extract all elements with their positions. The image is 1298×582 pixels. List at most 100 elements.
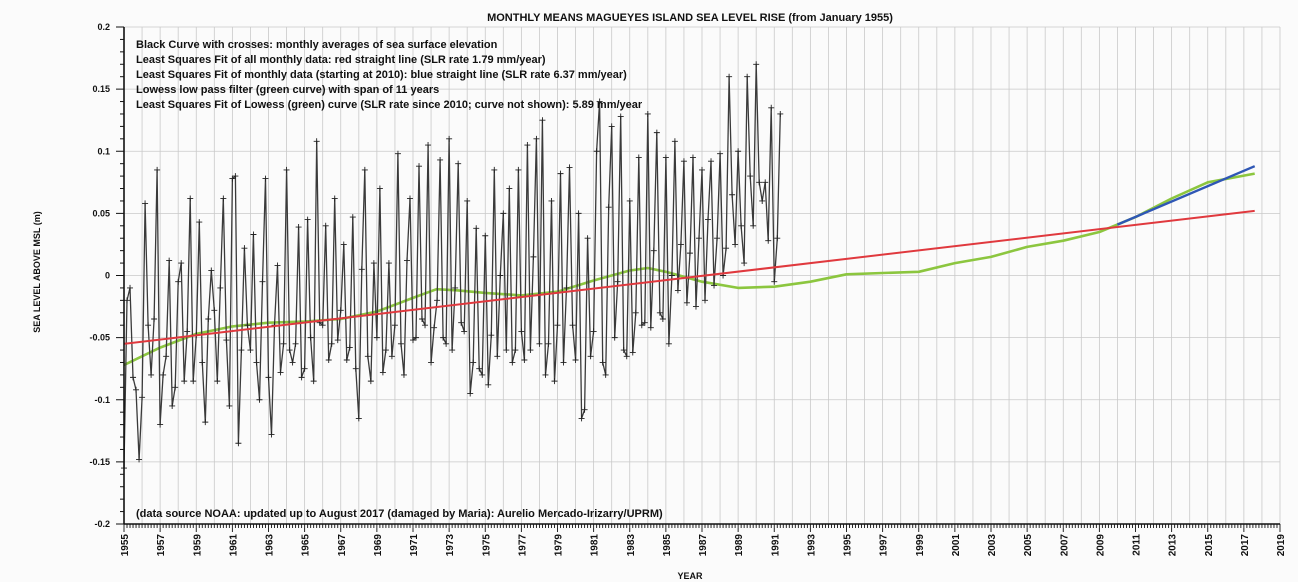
data-point-cross <box>253 359 260 366</box>
data-point-cross <box>175 278 182 285</box>
data-point-cross <box>428 359 435 366</box>
data-point-cross <box>686 250 693 257</box>
data-point-cross <box>738 222 745 229</box>
x-tick-label: 1991 <box>770 534 781 557</box>
data-point-cross <box>503 347 510 354</box>
data-point-cross <box>238 347 245 354</box>
data-point-cross <box>145 322 152 329</box>
data-point-cross <box>154 166 161 173</box>
data-point-cross <box>608 123 615 130</box>
data-point-cross <box>747 173 754 180</box>
data-point-cross <box>521 356 528 363</box>
x-tick-label: 2007 <box>1059 534 1070 557</box>
data-point-cross <box>214 378 221 385</box>
data-point-cross <box>653 129 660 136</box>
x-tick-label: 2003 <box>987 534 998 557</box>
data-point-cross <box>181 378 188 385</box>
data-point-cross <box>391 322 398 329</box>
data-point-cross <box>440 334 447 341</box>
data-point-cross <box>283 166 290 173</box>
data-point-cross <box>331 195 338 202</box>
data-point-cross <box>674 287 681 294</box>
data-point-cross <box>241 245 248 252</box>
data-point-cross <box>406 195 413 202</box>
data-point-cross <box>771 278 778 285</box>
data-point-cross <box>382 347 389 354</box>
data-point-cross <box>569 322 576 329</box>
data-point-cross <box>334 337 341 344</box>
data-point-cross <box>494 353 501 360</box>
data-point-cross <box>524 142 531 149</box>
data-point-cross <box>124 297 131 304</box>
data-point-cross <box>310 378 317 385</box>
data-point-cross <box>539 117 546 124</box>
data-point-cross <box>298 374 305 381</box>
x-tick-label: 1981 <box>590 534 601 557</box>
legend-line-4: Lowess low pass filter (green curve) wit… <box>136 84 439 96</box>
data-point-cross <box>419 315 426 322</box>
data-point-cross <box>692 303 699 310</box>
data-point-cross <box>169 402 176 409</box>
data-point-cross <box>605 204 612 211</box>
data-point-cross <box>741 260 748 267</box>
x-tick-label: 1965 <box>301 534 312 557</box>
x-tick-label: 1987 <box>698 534 709 557</box>
data-point-cross <box>190 378 197 385</box>
monthly-layer <box>121 61 784 472</box>
text-layer: MONTHLY MEANS MAGUEYES ISLAND SEA LEVEL … <box>32 12 893 581</box>
data-point-cross <box>482 232 489 239</box>
y-tick-label: -0.2 <box>94 519 110 529</box>
data-point-cross <box>626 197 633 204</box>
data-point-cross <box>711 282 718 289</box>
data-point-cross <box>367 378 374 385</box>
data-point-cross <box>714 235 721 242</box>
y-tick-label: 0.15 <box>92 84 110 94</box>
data-point-cross <box>434 297 441 304</box>
data-point-cross <box>575 210 582 217</box>
data-point-cross <box>163 353 170 360</box>
data-point-cross <box>244 322 251 329</box>
legend-line-2: Least Squares Fit of all monthly data: r… <box>136 54 546 66</box>
data-point-cross <box>566 164 573 171</box>
data-point-cross <box>262 175 269 182</box>
data-point-cross <box>473 225 480 232</box>
x-tick-label: 2011 <box>1132 534 1143 556</box>
series-line-fit-2010 <box>1116 165 1256 226</box>
data-point-cross <box>476 365 483 372</box>
data-point-cross <box>376 185 383 192</box>
data-point-cross <box>247 347 254 354</box>
data-point-cross <box>774 235 781 242</box>
x-tick-label: 1985 <box>662 534 673 557</box>
data-point-cross <box>127 284 134 291</box>
x-tick-label: 1957 <box>156 534 167 557</box>
data-point-cross <box>635 154 642 161</box>
data-point-cross <box>379 369 386 376</box>
data-point-cross <box>702 297 709 304</box>
x-tick-label: 1995 <box>843 534 854 557</box>
data-point-cross <box>671 138 678 145</box>
x-tick-label: 1971 <box>409 534 420 557</box>
data-point-cross <box>232 173 239 180</box>
data-point-cross <box>644 110 651 117</box>
y-tick-label: 0.05 <box>92 208 110 218</box>
data-point-cross <box>313 138 320 145</box>
data-point-cross <box>593 148 600 155</box>
data-point-cross <box>590 328 597 335</box>
data-point-cross <box>620 347 627 354</box>
data-point-cross <box>750 222 757 229</box>
data-point-cross <box>136 456 143 463</box>
data-point-cross <box>479 371 486 378</box>
data-point-cross <box>668 272 675 279</box>
data-point-cross <box>277 369 284 376</box>
data-point-cross <box>699 166 705 173</box>
data-point-cross <box>184 328 191 335</box>
data-point-cross <box>512 347 519 354</box>
legend-line-5: Least Squares Fit of Lowess (green) curv… <box>136 99 643 111</box>
data-point-cross <box>705 216 712 223</box>
data-point-cross <box>343 356 350 363</box>
data-point-cross <box>355 415 362 422</box>
data-point-cross <box>274 262 281 269</box>
data-point-cross <box>470 359 477 366</box>
data-point-cross <box>449 347 456 354</box>
data-point-cross <box>370 260 377 267</box>
